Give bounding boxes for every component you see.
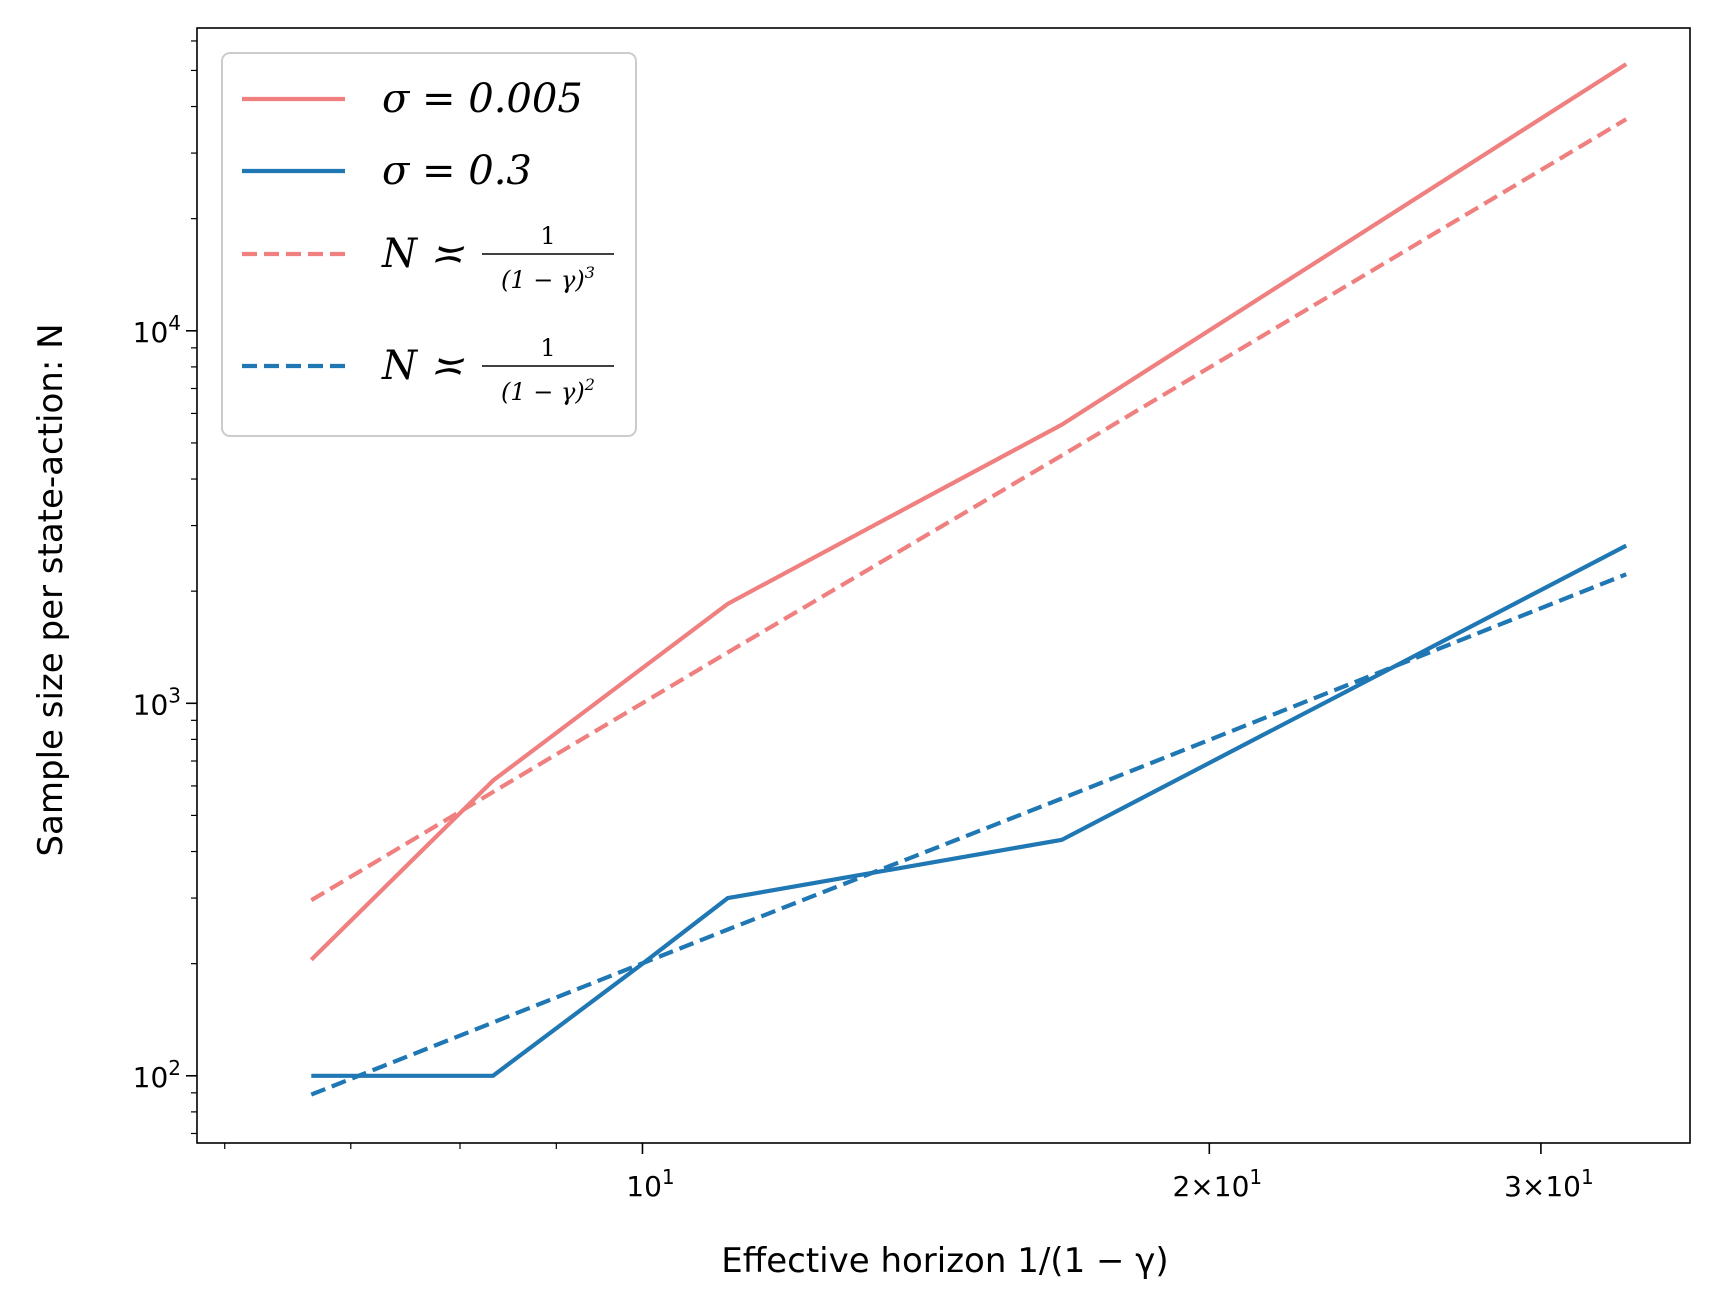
- y-tick-label: 104: [133, 311, 181, 349]
- x-tick-label: 101: [626, 1165, 674, 1203]
- y-tick-label: 103: [133, 683, 181, 721]
- x-tick-label: 2×101: [1172, 1165, 1262, 1203]
- x-axis-label: Effective horizon 1/(1 − γ): [721, 1241, 1168, 1281]
- legend-label-3: N ≍: [381, 231, 465, 277]
- legend-frac-numerator: 1: [540, 222, 555, 250]
- legend-frac-denominator: (1 − γ)2: [501, 375, 595, 406]
- legend-frac-denominator: (1 − γ)3: [501, 263, 595, 294]
- legend-label-1: σ = 0.005: [382, 76, 583, 122]
- series-line-4: [310, 572, 1627, 1097]
- series-line-2: [311, 543, 1628, 1078]
- legend-label-4: N ≍: [381, 343, 465, 389]
- legend: σ = 0.005 σ = 0.3 N ≍ 1 (1 − γ)3 N ≍ 1 (1 − γ)2: [221, 52, 637, 437]
- legend-box: [221, 52, 637, 437]
- x-tick-label: 3×101: [1504, 1165, 1594, 1203]
- legend-label-2: σ = 0.3: [382, 148, 532, 194]
- series-line-1: [309, 62, 1628, 962]
- series-layer: [309, 62, 1628, 1097]
- series-line-3: [310, 117, 1628, 903]
- ticks-layer: 101 2×101 3×101 102 103 104: [133, 40, 1594, 1203]
- legend-frac-numerator: 1: [540, 334, 555, 362]
- plot-frame: [196, 27, 1691, 1144]
- y-axis-label: Sample size per state-action: N: [31, 323, 71, 856]
- y-tick-label: 102: [133, 1056, 181, 1094]
